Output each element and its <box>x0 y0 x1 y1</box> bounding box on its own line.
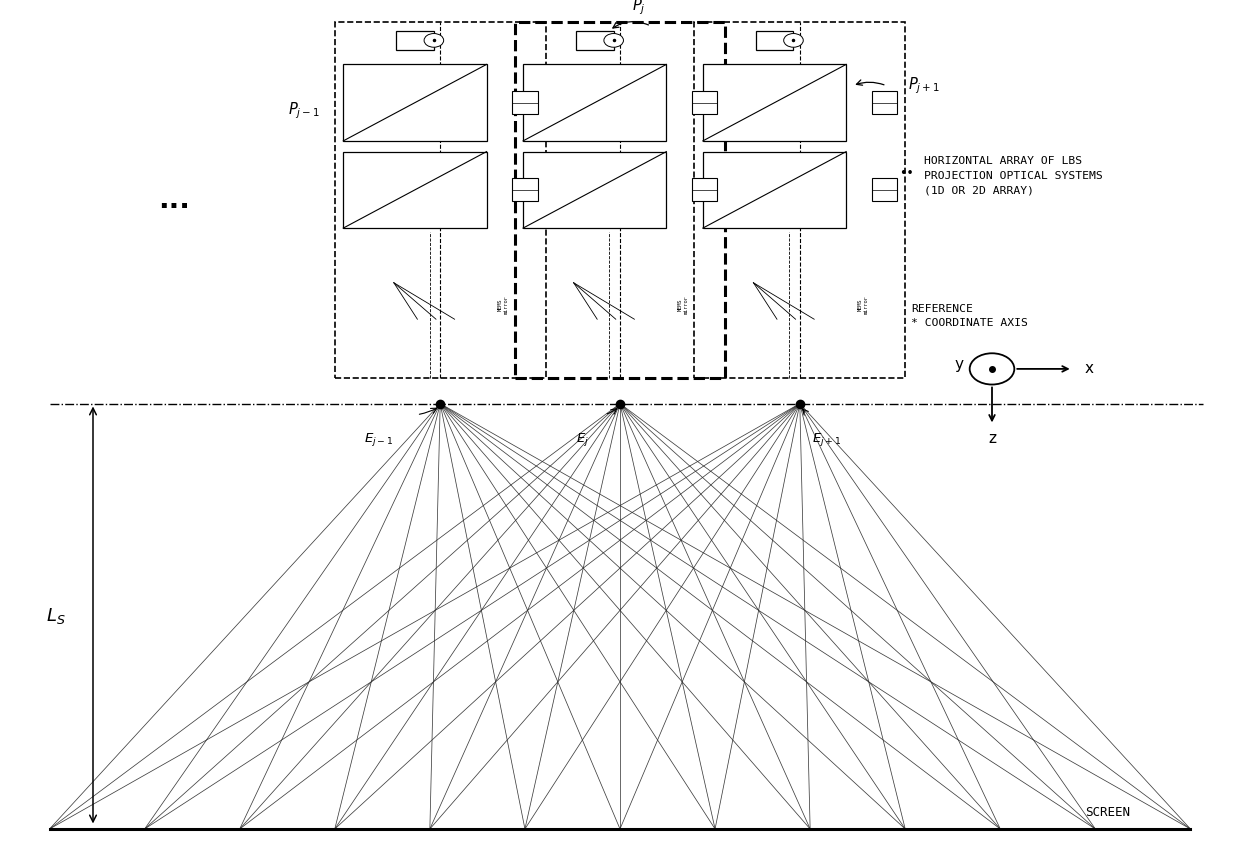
Text: ...: ... <box>157 186 190 214</box>
Bar <box>515 22 725 378</box>
Bar <box>523 152 666 228</box>
Text: $P_j$: $P_j$ <box>632 0 646 17</box>
Text: MEMS
mirror: MEMS mirror <box>678 295 688 314</box>
Text: y: y <box>955 357 963 372</box>
Text: MEMS
mirror: MEMS mirror <box>498 295 508 314</box>
Bar <box>512 178 538 201</box>
Circle shape <box>970 353 1014 385</box>
Bar <box>575 30 614 50</box>
Bar <box>343 64 486 141</box>
Bar <box>755 30 794 50</box>
Text: $L_S$: $L_S$ <box>46 606 66 627</box>
Text: $P_{j+1}$: $P_{j+1}$ <box>908 76 940 96</box>
Circle shape <box>784 34 804 47</box>
Bar <box>872 91 898 115</box>
Bar <box>692 91 718 115</box>
Bar <box>335 22 546 378</box>
Bar <box>523 64 666 141</box>
Circle shape <box>424 34 444 47</box>
Bar <box>512 91 538 115</box>
Bar <box>396 30 434 50</box>
Text: $P_{j-1}$: $P_{j-1}$ <box>288 101 320 121</box>
Text: SCREEN: SCREEN <box>1085 806 1130 819</box>
Text: x: x <box>1084 361 1094 377</box>
Text: MEMS
mirror: MEMS mirror <box>858 295 868 314</box>
Text: $E_{j-1}$: $E_{j-1}$ <box>363 431 393 449</box>
Text: z: z <box>988 431 996 446</box>
Bar <box>343 152 486 228</box>
Bar <box>703 152 846 228</box>
Bar <box>703 64 846 141</box>
Circle shape <box>604 34 624 47</box>
Text: REFERENCE
* COORDINATE AXIS: REFERENCE * COORDINATE AXIS <box>911 304 1028 328</box>
Bar <box>872 178 898 201</box>
Text: ••: •• <box>899 168 914 180</box>
Bar <box>694 22 905 378</box>
Text: HORIZONTAL ARRAY OF LBS
PROJECTION OPTICAL SYSTEMS
(1D OR 2D ARRAY): HORIZONTAL ARRAY OF LBS PROJECTION OPTIC… <box>924 156 1102 195</box>
Text: $E_{j+1}$: $E_{j+1}$ <box>812 431 842 449</box>
Text: $E_j$: $E_j$ <box>577 431 589 449</box>
Bar <box>692 178 718 201</box>
